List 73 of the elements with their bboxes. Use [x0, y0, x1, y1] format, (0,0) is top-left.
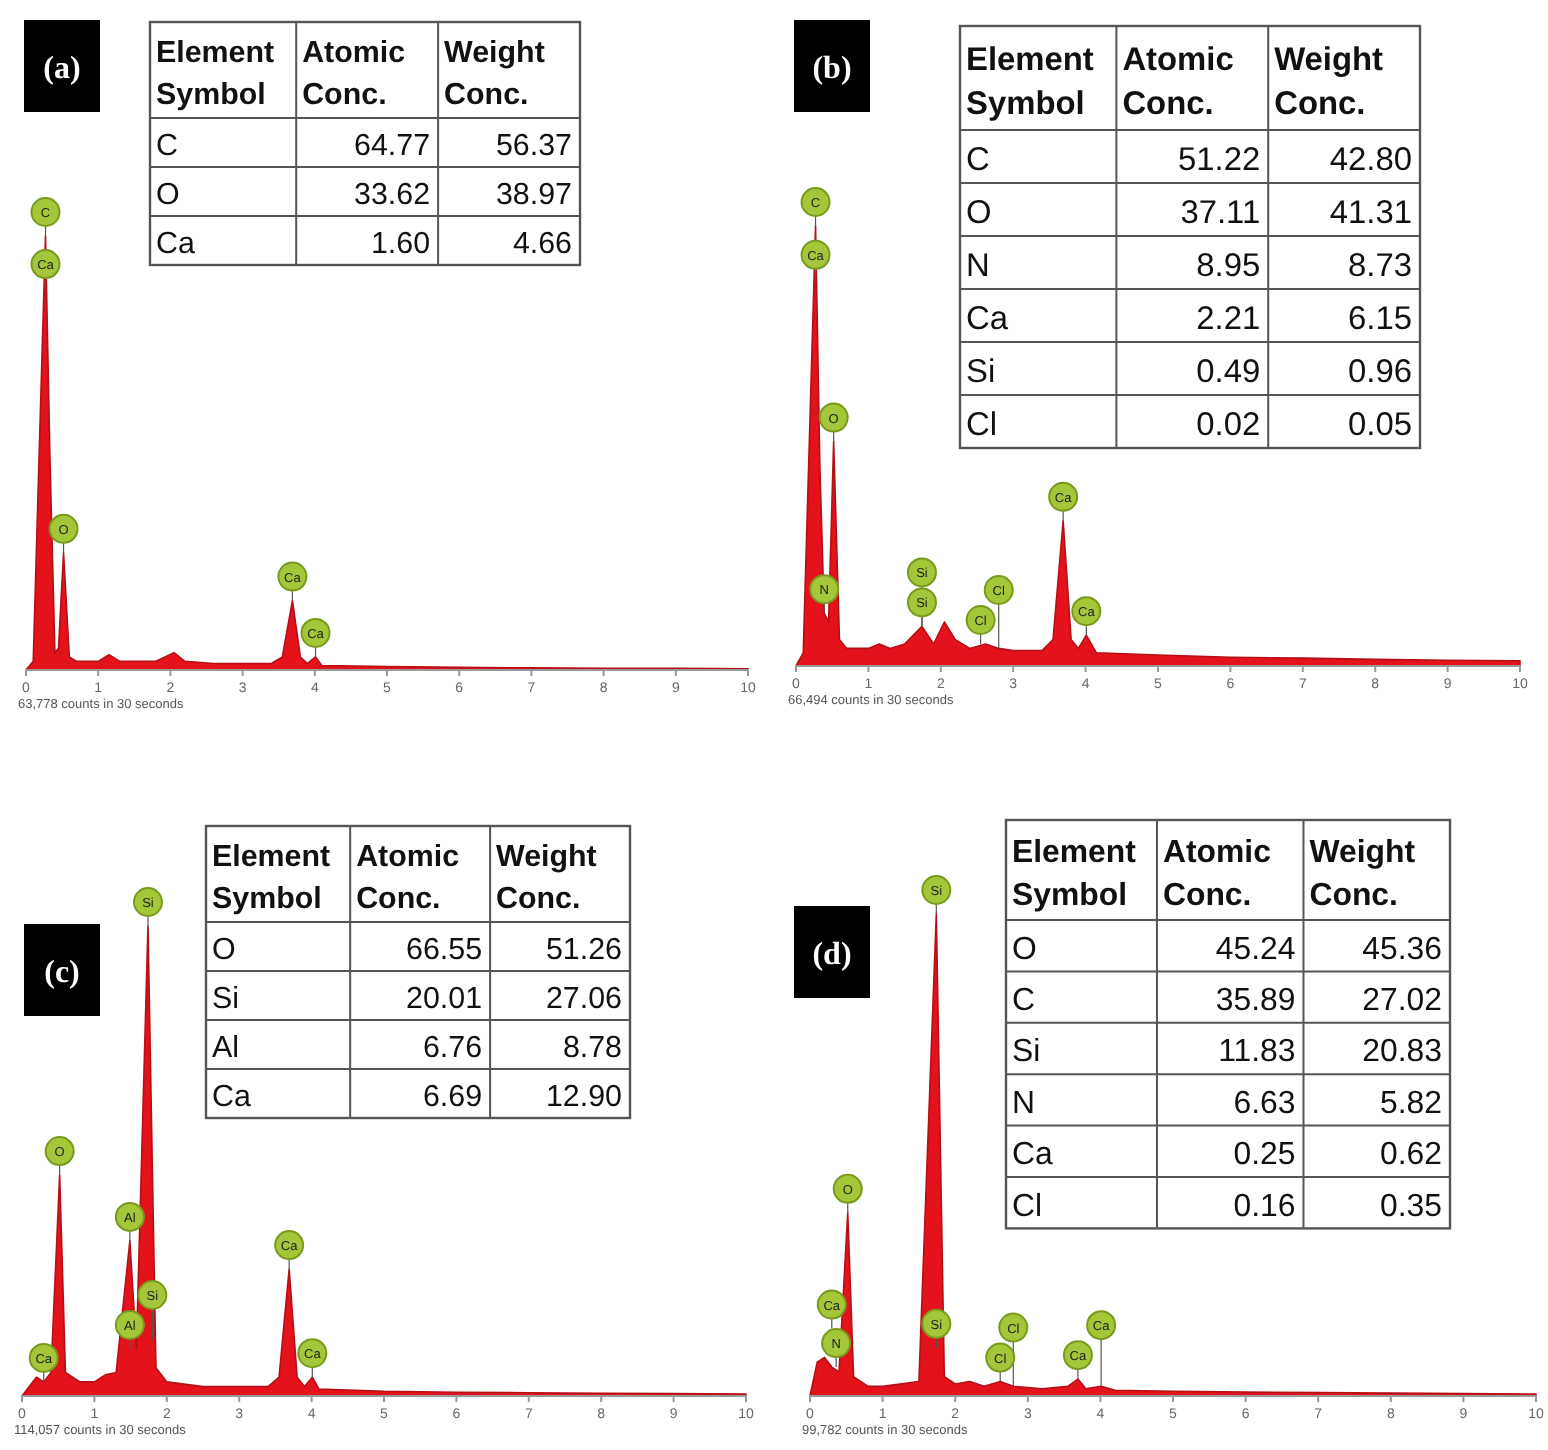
- text: Weight Conc.: [1274, 41, 1385, 123]
- data-label: 0.35: [1380, 1189, 1443, 1224]
- data-label: 0.16: [1233, 1189, 1296, 1224]
- text: Element Symbol: [212, 840, 331, 916]
- category-label: Ca: [156, 226, 196, 261]
- category-label: C: [156, 128, 178, 163]
- category-label: C: [966, 141, 990, 178]
- data-label: 12.90: [545, 1079, 622, 1114]
- data-label: 20.01: [406, 981, 483, 1016]
- data-label: 0.02: [1196, 406, 1261, 443]
- data-label: 51.22: [1177, 141, 1261, 178]
- text: Weight Conc.: [444, 36, 545, 112]
- data-label: 45.24: [1215, 932, 1296, 967]
- category-label: C: [1012, 983, 1035, 1018]
- series-label: Atomic Conc.: [302, 36, 406, 112]
- series-label: Atomic Conc.: [356, 840, 460, 916]
- text: (d): [812, 938, 852, 972]
- data-label: 38.97: [495, 177, 572, 212]
- data-label: 27.06: [545, 981, 622, 1016]
- text: (c): [44, 956, 80, 990]
- data-label: 45.36: [1362, 932, 1443, 967]
- data-label: 33.62: [354, 177, 431, 212]
- data-label: 4.66: [512, 226, 572, 261]
- category-label: Si: [212, 981, 240, 1016]
- category-label: Ca: [1012, 1138, 1053, 1173]
- category-label: Cl: [1012, 1189, 1043, 1224]
- data-label: 8.95: [1196, 247, 1261, 284]
- data-label: 27.02: [1362, 983, 1443, 1018]
- data-label: 6.63: [1233, 1086, 1296, 1121]
- text: Weight Conc.: [496, 840, 597, 916]
- data-label: 41.31: [1329, 194, 1412, 231]
- data-label: 0.05: [1348, 406, 1412, 443]
- category-label: Cl: [966, 406, 998, 443]
- data-label: 6.76: [422, 1030, 483, 1065]
- data-label: 66.55: [406, 932, 483, 967]
- category-label: Ca: [212, 1079, 252, 1114]
- chart-title: (a): [43, 52, 81, 86]
- data-label: 6.69: [422, 1079, 483, 1114]
- category-label: N: [1012, 1086, 1035, 1121]
- data-label: 56.37: [495, 128, 572, 163]
- data-label: 35.89: [1215, 983, 1296, 1018]
- text: Element Symbol: [1012, 836, 1138, 913]
- data-label: 37.11: [1180, 194, 1261, 231]
- category-label: Si: [966, 353, 996, 390]
- data-label: 5.82: [1380, 1086, 1443, 1121]
- text: Element Symbol: [966, 41, 1095, 123]
- category-label: O: [212, 932, 236, 967]
- category-label: N: [966, 247, 990, 284]
- data-label: 0.62: [1380, 1138, 1443, 1173]
- category-label: O: [966, 194, 992, 231]
- data-label: 8.73: [1348, 247, 1412, 284]
- chart-title: (b): [812, 52, 852, 86]
- category-label: Al: [212, 1030, 240, 1065]
- category-label: Ca: [966, 300, 1010, 337]
- data-label: 6.15: [1348, 300, 1412, 337]
- data-label: 20.83: [1362, 1035, 1443, 1070]
- data-label: 51.26: [545, 932, 622, 967]
- series-label: Atomic Conc.: [1162, 836, 1272, 913]
- category-label: O: [1012, 932, 1037, 967]
- data-label: 0.25: [1233, 1138, 1296, 1173]
- category-label: O: [156, 177, 180, 212]
- data-label: 0.96: [1348, 353, 1412, 390]
- data-label: 0.49: [1196, 353, 1261, 390]
- series-label: Atomic Conc.: [1122, 41, 1234, 123]
- text: Element Symbol: [156, 36, 275, 112]
- data-label: 64.77: [354, 128, 431, 163]
- data-label: 11.83: [1218, 1035, 1296, 1070]
- data-label: 1.60: [370, 226, 431, 261]
- text: Weight Conc.: [1309, 836, 1417, 913]
- data-label: 2.21: [1196, 300, 1261, 337]
- data-label: 8.78: [562, 1030, 622, 1065]
- data-label: 42.80: [1329, 141, 1412, 178]
- category-label: Si: [1012, 1035, 1041, 1070]
